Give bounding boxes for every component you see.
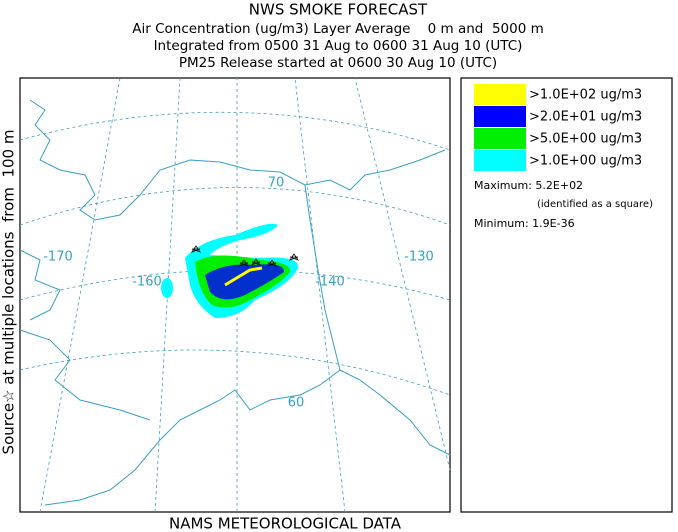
side-label: Source☆ at multiple locations from 100 m bbox=[0, 130, 18, 455]
legend: >1.0E+02 ug/m3 >2.0E+01 ug/m3 >5.0E+00 ug/… bbox=[474, 84, 642, 171]
footer: NAMS METEOROLOGICAL DATA bbox=[169, 515, 402, 532]
map-label: 70 bbox=[268, 176, 285, 191]
coastline bbox=[19, 99, 451, 506]
legend-label: >2.0E+01 ug/m3 bbox=[529, 110, 642, 125]
legend-label: >5.0E+00 ug/m3 bbox=[529, 132, 642, 147]
graticule bbox=[19, 77, 451, 513]
legend-swatch bbox=[474, 84, 526, 105]
map-label: 60 bbox=[288, 396, 305, 411]
subtitle: Integrated from 0500 31 Aug to 0600 31 A… bbox=[154, 38, 523, 54]
title: NWS SMOKE FORECAST bbox=[249, 1, 428, 19]
map-label: -140 bbox=[315, 275, 345, 290]
map-label: -160 bbox=[132, 275, 162, 290]
map-label: -170 bbox=[43, 250, 73, 265]
map-label: -130 bbox=[404, 250, 434, 265]
subtitle: Air Concentration (ug/m3) Layer Average … bbox=[132, 21, 544, 37]
maximum: Maximum: 5.2E+02 bbox=[474, 179, 583, 192]
subtitle: PM25 Release started at 0600 30 Aug 10 (… bbox=[179, 55, 497, 71]
legend-label: >1.0E+02 ug/m3 bbox=[529, 88, 642, 103]
maximum-note: (identified as a square) bbox=[537, 199, 653, 210]
legend-swatch bbox=[474, 106, 526, 127]
minimum: Minimum: 1.9E-36 bbox=[474, 217, 575, 230]
legend-swatch bbox=[474, 150, 526, 171]
legend-label: >1.0E+00 ug/m3 bbox=[529, 154, 642, 169]
legend-swatch bbox=[474, 128, 526, 149]
plume bbox=[161, 223, 300, 318]
